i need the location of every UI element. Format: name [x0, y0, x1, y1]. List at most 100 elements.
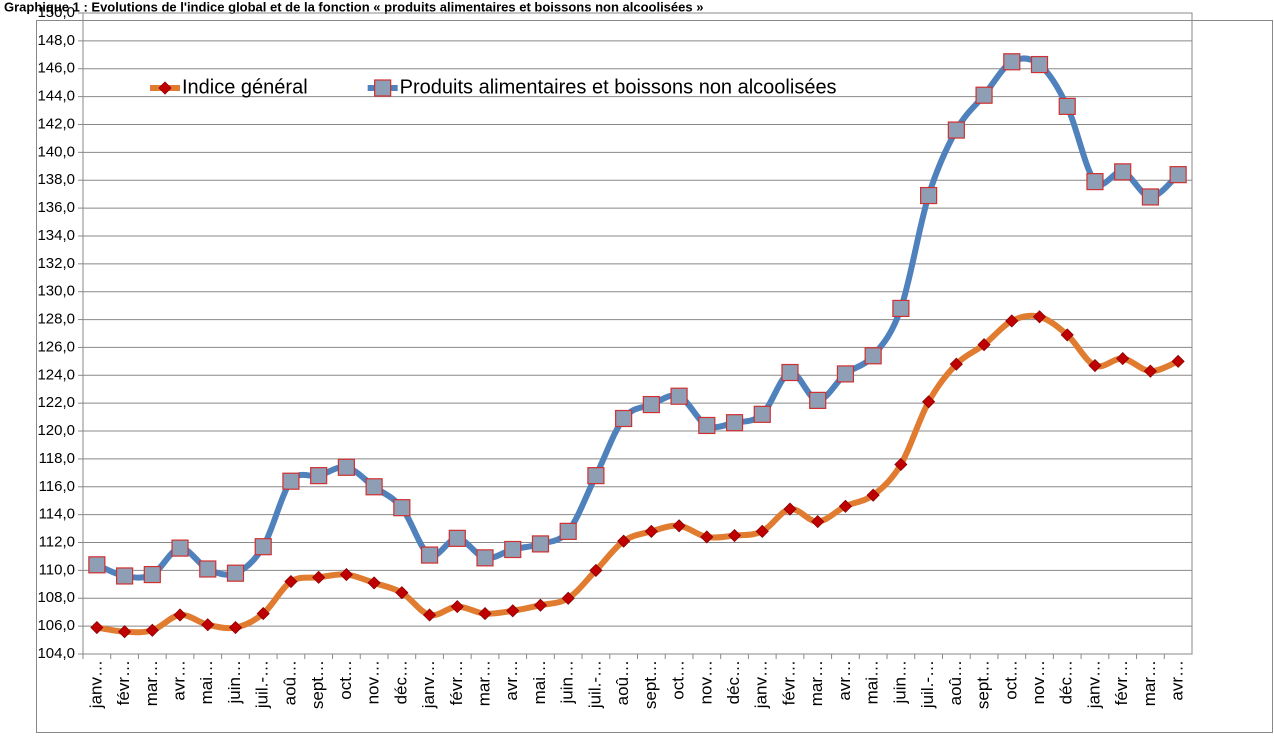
marker	[282, 472, 300, 490]
y-tick-label: 112,0	[39, 533, 75, 550]
x-tick-label: nov…	[1029, 660, 1048, 704]
x-tick-label: déc…	[1057, 660, 1076, 704]
x-tick-label: janv…	[86, 660, 105, 709]
marker	[727, 528, 742, 543]
y-tick-label: 130,0	[37, 283, 75, 300]
marker	[615, 409, 633, 428]
x-tick-label: déc…	[724, 660, 743, 704]
marker	[1143, 364, 1157, 378]
y-tick-label: 118,0	[39, 450, 75, 467]
marker	[1032, 310, 1047, 324]
marker	[374, 79, 392, 97]
marker	[228, 620, 243, 635]
marker	[1005, 314, 1019, 328]
marker	[644, 524, 658, 538]
x-tick-label: juin…	[890, 660, 909, 704]
marker	[88, 556, 106, 574]
marker	[922, 395, 936, 409]
x-tick-label: mar…	[1140, 660, 1159, 706]
x-tick-label: oct…	[669, 660, 688, 700]
marker	[1060, 328, 1074, 342]
x-tick-label: avr…	[502, 660, 521, 701]
x-tick-label: juil.-…	[918, 660, 937, 709]
marker	[753, 405, 771, 423]
marker	[1088, 358, 1102, 373]
x-tick-label: avr…	[170, 660, 189, 701]
marker	[171, 539, 189, 557]
marker	[115, 567, 134, 585]
marker	[700, 530, 714, 544]
marker	[337, 458, 355, 476]
y-tick-label: 104,0	[37, 645, 75, 662]
marker	[783, 502, 797, 516]
y-tick-label: 124,0	[37, 366, 75, 383]
chart-frame	[36, 20, 1273, 733]
y-tick-label: 144,0	[37, 88, 75, 105]
marker	[158, 81, 172, 95]
x-tick-label: mai…	[530, 660, 549, 704]
marker	[256, 607, 270, 621]
x-tick-label: aoû…	[946, 660, 965, 705]
marker	[118, 625, 132, 639]
marker	[1003, 53, 1021, 71]
x-tick-label: avr…	[1168, 660, 1187, 701]
y-tick-label: 150,0	[37, 4, 75, 21]
marker	[947, 121, 965, 139]
marker	[312, 570, 326, 584]
x-tick-label: nov…	[364, 660, 383, 704]
marker	[533, 598, 548, 612]
y-tick-label: 146,0	[37, 60, 75, 77]
marker	[589, 563, 603, 577]
marker	[698, 416, 716, 435]
marker	[670, 387, 688, 405]
legend-label: Produits alimentaires et boissons non al…	[400, 76, 837, 98]
x-tick-label: aoû…	[280, 660, 299, 705]
marker	[201, 618, 215, 632]
marker	[809, 391, 827, 409]
marker	[450, 600, 464, 614]
marker	[284, 574, 298, 589]
marker	[838, 499, 853, 513]
marker	[173, 608, 187, 622]
marker	[866, 488, 880, 502]
marker	[836, 365, 855, 383]
legend-label: Indice général	[182, 76, 308, 98]
marker	[506, 604, 520, 618]
marker	[143, 565, 161, 584]
x-tick-label: aoû…	[613, 660, 632, 705]
marker	[478, 607, 492, 621]
marker	[672, 519, 686, 533]
marker	[587, 467, 605, 485]
marker	[199, 560, 217, 578]
x-tick-label: sept…	[974, 660, 993, 709]
x-tick-label: nov…	[696, 660, 715, 704]
series-line	[96, 312, 1180, 636]
x-tick-label: mar…	[474, 660, 493, 706]
x-tick-label: janv…	[752, 660, 771, 709]
y-tick-label: 138,0	[37, 171, 75, 188]
y-tick-label: 140,0	[37, 143, 75, 160]
marker	[920, 186, 938, 205]
marker	[504, 540, 522, 559]
x-tick-label: avr…	[835, 660, 854, 701]
marker	[448, 529, 466, 547]
y-tick-label: 134,0	[37, 227, 75, 244]
marker	[975, 86, 993, 104]
marker	[90, 620, 104, 635]
marker	[949, 357, 963, 371]
x-tick-label: mar…	[142, 660, 161, 706]
x-tick-label: déc…	[391, 660, 410, 704]
y-tick-label: 148,0	[37, 32, 75, 49]
x-tick-label: juil.-…	[585, 660, 604, 709]
y-tick-label: 106,0	[37, 617, 75, 634]
marker	[892, 299, 910, 318]
y-tick-label: 108,0	[37, 589, 75, 606]
x-tick-label: janv…	[419, 660, 438, 709]
marker	[420, 546, 439, 564]
y-tick-label: 136,0	[37, 199, 75, 216]
marker	[476, 549, 494, 567]
x-tick-label: juin…	[558, 660, 577, 704]
marker	[1116, 352, 1130, 366]
marker	[1171, 354, 1185, 368]
x-tick-label: oct…	[336, 660, 355, 700]
